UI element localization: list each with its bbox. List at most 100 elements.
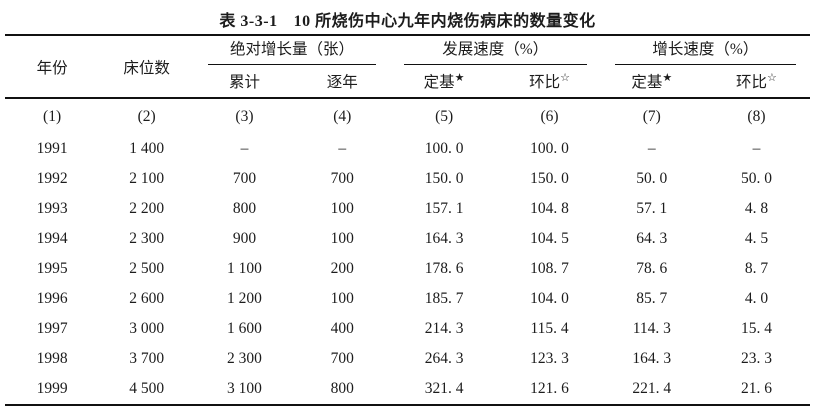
sub-label: 累计 <box>228 74 260 91</box>
table-cell: 1997 <box>36 320 68 337</box>
table-cell: 4. 8 <box>744 200 769 217</box>
table-cell: – <box>647 140 656 157</box>
table-cell: 2 300 <box>129 230 165 247</box>
table-cell: 157. 1 <box>424 200 464 217</box>
table-cell: 50. 0 <box>740 170 772 187</box>
table-cell: 2 100 <box>129 170 165 187</box>
table-cell: 1996 <box>36 290 68 307</box>
table-cell: 15. 4 <box>740 320 772 337</box>
header-beds: 床位数 <box>99 35 195 99</box>
table-row: 1996 2 600 1 200 100 185. 7 104. 0 85. 7 4. 0 <box>5 284 810 314</box>
table-row: 1993 2 200 800 100 157. 1 104. 8 57. 1 4. 8 <box>5 194 810 224</box>
table-cell: 800 <box>232 200 257 217</box>
column-number: (3) <box>235 107 254 125</box>
table-cell: 57. 1 <box>636 200 668 217</box>
table-cell: 164. 3 <box>424 230 464 247</box>
header-fixed-base-development: 定基★ <box>389 65 499 99</box>
column-number: (8) <box>747 107 766 125</box>
table-cell: 21. 6 <box>740 380 772 397</box>
header-group-development-speed: 发展速度（%） <box>390 35 601 65</box>
column-number: (7) <box>642 107 661 125</box>
table-cell: 1 400 <box>129 140 165 157</box>
table-cell: 700 <box>330 350 354 367</box>
table-cell: – <box>338 140 347 157</box>
column-number-row: (1) (2) (3) (4) (5) (6) (7) (8) <box>5 98 810 134</box>
column-number: (4) <box>333 107 352 125</box>
table-cell: 50. 0 <box>636 170 668 187</box>
group-label: 绝对增长量（张） <box>208 37 376 65</box>
header-row-groups: 年份 床位数 绝对增长量（张） 发展速度（%） 增长速度（%） <box>5 35 810 99</box>
header-group-absolute-increase: 绝对增长量（张） <box>194 35 390 65</box>
table-cell: 1998 <box>36 350 68 367</box>
table-cell: 104. 8 <box>530 200 569 217</box>
table-cell: 4 500 <box>129 380 165 397</box>
table-cell: 1994 <box>36 230 68 247</box>
table-cell: 214. 3 <box>424 320 464 337</box>
table-row: 1994 2 300 900 100 164. 3 104. 5 64. 3 4. 5 <box>5 224 810 254</box>
column-number: (1) <box>43 107 62 125</box>
table-row: 1992 2 100 700 700 150. 0 150. 0 50. 0 50. 0 <box>5 164 810 194</box>
table-cell: 1 100 <box>227 260 262 277</box>
header-chain-growth: 环比☆ <box>702 65 810 99</box>
group-label: 增长速度（%） <box>614 37 796 65</box>
table-row: 1995 2 500 1 100 200 178. 6 108. 7 78. 6 8. 7 <box>5 254 810 284</box>
header-year: 年份 <box>5 35 100 99</box>
header-group-growth-speed: 增长速度（%） <box>601 35 810 65</box>
table-cell: 3 000 <box>129 320 165 337</box>
table-cell: 123. 3 <box>530 350 569 367</box>
table-cell: 3 100 <box>227 380 262 397</box>
table-cell: 104. 5 <box>530 230 569 247</box>
statistics-table: 年份 床位数 绝对增长量（张） 发展速度（%） 增长速度（%） 累计 逐年 定基… <box>5 34 810 406</box>
table-row: 1991 1 400 – – 100. 0 100. 0 – – <box>5 134 810 164</box>
table-cell: 150. 0 <box>424 170 464 187</box>
table-cell: 64. 3 <box>636 230 668 247</box>
table-cell: 108. 7 <box>530 260 569 277</box>
table-cell: 8. 7 <box>744 260 769 277</box>
table-number: 表 3-3-1 <box>219 13 278 30</box>
table-cell: 3 700 <box>129 350 165 367</box>
table-cell: 900 <box>232 230 257 247</box>
table-title: 表 3-3-1 10 所烧伤中心九年内烧伤病床的数量变化 <box>5 0 810 34</box>
table-cell: 2 500 <box>129 260 165 277</box>
table-cell: 100 <box>330 230 354 247</box>
table-cell: 115. 4 <box>530 320 569 337</box>
table-cell: 85. 7 <box>636 290 668 307</box>
table-cell: 1991 <box>36 140 68 157</box>
table-cell: 121. 6 <box>530 380 569 397</box>
table-cell: 100 <box>330 290 354 307</box>
column-number: (5) <box>435 107 454 125</box>
table-cell: 2 600 <box>129 290 165 307</box>
table-cell: 4. 0 <box>744 290 769 307</box>
table-cell: – <box>752 140 761 157</box>
table-cell: 2 300 <box>227 350 262 367</box>
filled-star-icon: ★ <box>662 71 673 84</box>
column-number: (2) <box>137 107 156 125</box>
table-cell: 1 600 <box>227 320 262 337</box>
table-row: 1997 3 000 1 600 400 214. 3 115. 4 114. 3 15. 4 <box>5 314 810 344</box>
hollow-star-icon: ☆ <box>560 71 570 84</box>
table-cell: 100. 0 <box>530 140 569 157</box>
table-cell: 185. 7 <box>424 290 464 307</box>
table-cell: 1 200 <box>227 290 262 307</box>
table-cell: 104. 0 <box>530 290 569 307</box>
table-cell: 200 <box>330 260 354 277</box>
sub-label: 逐年 <box>326 74 358 91</box>
table-cell: – <box>240 140 249 157</box>
header-fixed-base-growth: 定基★ <box>600 65 703 99</box>
table-cell: 100 <box>330 200 354 217</box>
table-row: 1998 3 700 2 300 700 264. 3 123. 3 164. 3 23. 3 <box>5 344 810 374</box>
header-cumulative: 累计 <box>194 65 295 99</box>
table-cell: 164. 3 <box>632 350 672 367</box>
table-cell: 78. 6 <box>636 260 668 277</box>
table-caption: 10 所烧伤中心九年内烧伤病床的数量变化 <box>293 13 596 30</box>
table-row: 1999 4 500 3 100 800 321. 4 121. 6 221. 4 21. 6 <box>5 374 810 405</box>
table-cell: 1995 <box>36 260 68 277</box>
sub-label: 环比 <box>736 74 768 91</box>
table-cell: 400 <box>330 320 354 337</box>
table-cell: 4. 5 <box>744 230 769 247</box>
table-cell: 1992 <box>36 170 68 187</box>
column-number: (6) <box>540 107 559 125</box>
table-cell: 2 200 <box>129 200 165 217</box>
table-cell: 1993 <box>36 200 68 217</box>
